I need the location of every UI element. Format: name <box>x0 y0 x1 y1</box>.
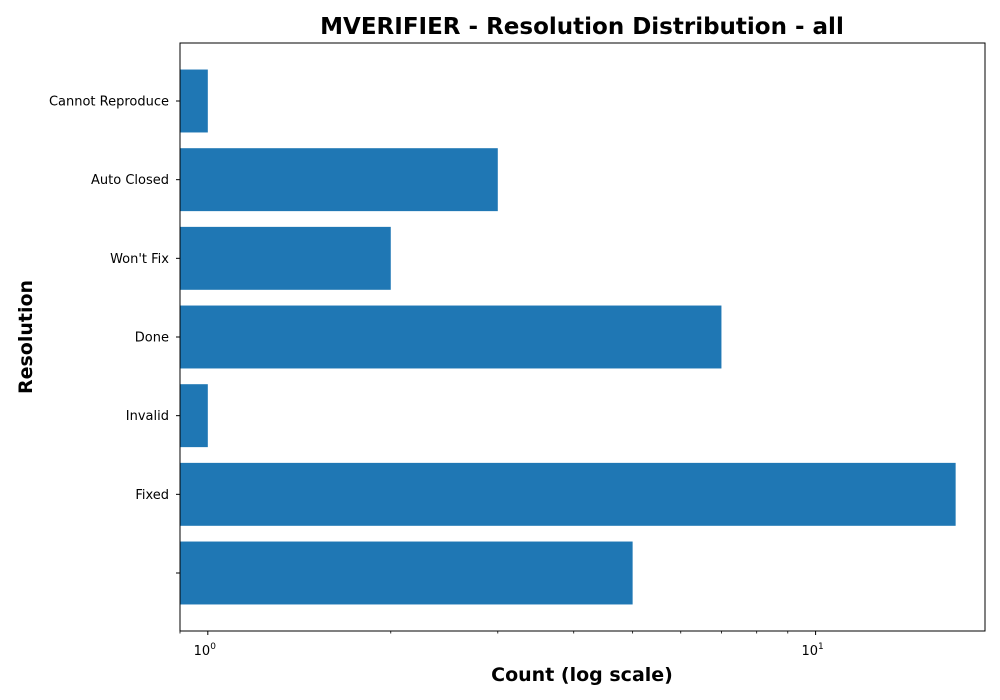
bar-done <box>180 305 722 369</box>
x-tick-label: 100 <box>194 642 217 659</box>
bar-won-t-fix <box>180 226 391 290</box>
y-tick-label: Done <box>135 331 169 346</box>
x-tick-label: 101 <box>801 642 823 659</box>
bar-cannot-reproduce <box>180 69 208 133</box>
y-tick-label: Auto Closed <box>91 173 169 188</box>
x-axis-label: Count (log scale) <box>491 664 673 686</box>
bars-group <box>180 69 956 605</box>
y-axis-label: Resolution <box>15 280 37 394</box>
bar-fixed <box>180 462 956 526</box>
x-axis-ticks: 100 101 <box>179 631 824 659</box>
y-tick-label: Won't Fix <box>110 252 169 267</box>
chart-title: MVERIFIER - Resolution Distribution - al… <box>320 14 844 40</box>
y-tick-label: Invalid <box>126 409 169 424</box>
bar-invalid <box>180 384 208 448</box>
y-tick-label: Fixed <box>135 488 169 503</box>
bar-auto-closed <box>180 148 498 212</box>
bar-blank <box>180 541 633 605</box>
y-tick-label: Cannot Reproduce <box>49 95 169 110</box>
plot-frame <box>179 42 986 632</box>
y-axis-ticks: Fixed Invalid Done Won't Fix Auto Closed Cann… <box>49 95 180 574</box>
